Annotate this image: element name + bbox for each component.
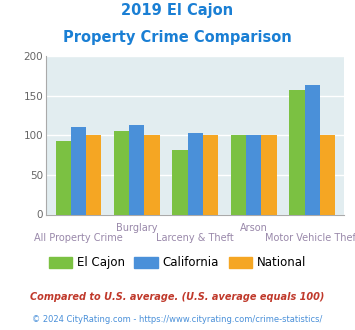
Bar	[203, 135, 218, 214]
Text: Motor Vehicle Theft: Motor Vehicle Theft	[265, 233, 355, 243]
Text: Compared to U.S. average. (U.S. average equals 100): Compared to U.S. average. (U.S. average …	[30, 292, 325, 302]
Bar	[188, 133, 203, 214]
Text: Burglary: Burglary	[116, 223, 158, 233]
Bar	[305, 85, 320, 214]
Bar	[129, 125, 144, 214]
Bar	[289, 90, 305, 214]
Legend: El Cajon, California, National: El Cajon, California, National	[44, 252, 311, 274]
Bar	[173, 150, 188, 214]
Bar	[55, 141, 71, 214]
Text: Property Crime Comparison: Property Crime Comparison	[63, 30, 292, 45]
Text: Arson: Arson	[240, 223, 268, 233]
Bar	[261, 135, 277, 214]
Text: 2019 El Cajon: 2019 El Cajon	[121, 3, 234, 18]
Text: All Property Crime: All Property Crime	[34, 233, 123, 243]
Bar	[86, 135, 101, 214]
Bar	[231, 135, 246, 214]
Bar	[320, 135, 335, 214]
Text: Larceny & Theft: Larceny & Theft	[156, 233, 234, 243]
Bar	[246, 135, 261, 214]
Bar	[144, 135, 160, 214]
Text: © 2024 CityRating.com - https://www.cityrating.com/crime-statistics/: © 2024 CityRating.com - https://www.city…	[32, 315, 323, 324]
Bar	[114, 131, 129, 214]
Bar	[71, 127, 86, 214]
